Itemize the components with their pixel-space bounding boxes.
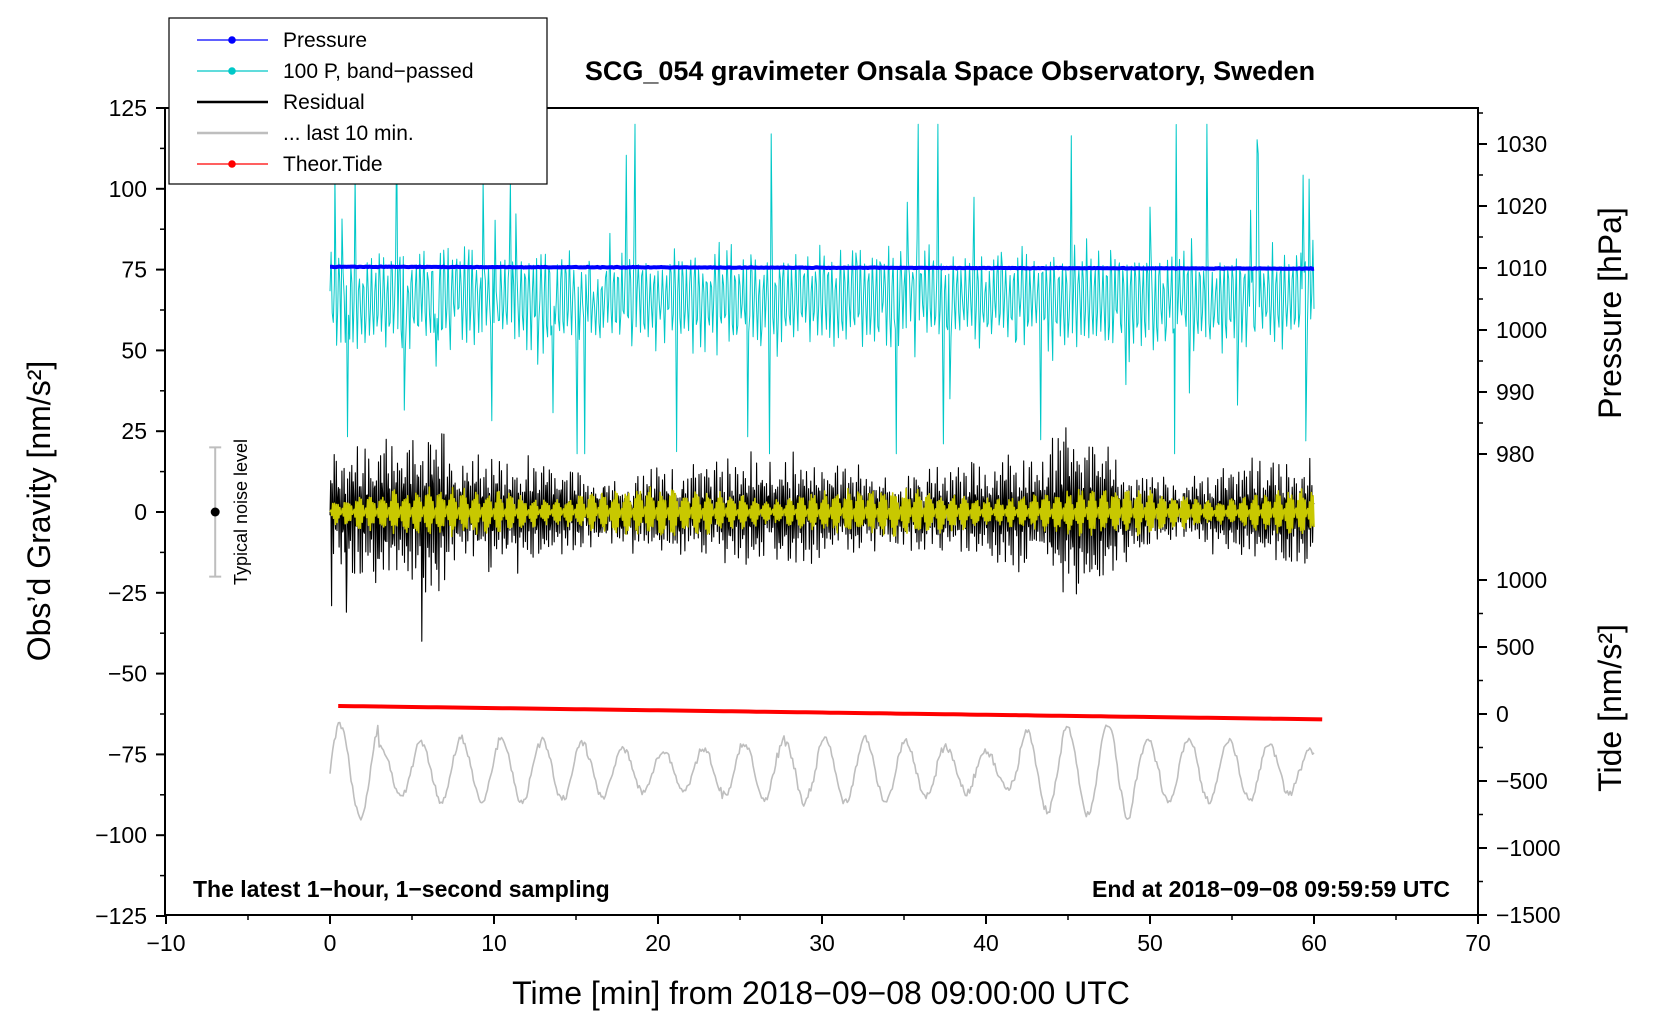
y-tick-label-left: 125: [109, 95, 147, 121]
pressure-tick-label: 980: [1496, 441, 1534, 467]
legend-entry: Residual: [197, 91, 365, 114]
noise-label: Typical noise level: [231, 439, 251, 585]
tide-tick-label: 0: [1496, 701, 1509, 727]
legend-entry: 100 P, band−passed: [197, 60, 474, 83]
x-tick-label: 60: [1301, 930, 1327, 956]
y-axis-label-tide: Tide [nm/s²]: [1592, 624, 1628, 792]
x-tick-label: −10: [146, 930, 185, 956]
legend-entry: Theor.Tide: [197, 153, 383, 176]
pressure-tick-label: 1030: [1496, 131, 1547, 157]
series-last-10-min: [329, 721, 1315, 821]
legend-label: ... last 10 min.: [283, 122, 414, 145]
series-residual-band: [329, 486, 1315, 538]
y-tick-label-left: 75: [121, 257, 147, 283]
pressure-tick-label: 1020: [1496, 193, 1547, 219]
y-tick-label-left: −50: [108, 661, 147, 687]
x-axis-label: Time [min] from 2018−09−08 09:00:00 UTC: [512, 975, 1130, 1011]
x-tick-label: 0: [324, 930, 337, 956]
noise-indicator: Typical noise level: [209, 439, 251, 585]
x-tick-label: 10: [481, 930, 507, 956]
legend-label: Residual: [283, 91, 365, 114]
annotation-sampling: The latest 1−hour, 1−second sampling: [193, 876, 610, 902]
y-tick-label-left: 0: [134, 499, 147, 525]
series-layer: [329, 123, 1323, 821]
tide-tick-label: −1500: [1496, 902, 1561, 928]
legend-entry: ... last 10 min.: [197, 122, 414, 145]
noise-center-dot: [210, 507, 220, 517]
legend-swatch-marker: [228, 160, 236, 168]
legend-label: Theor.Tide: [283, 153, 383, 176]
legend-label: Pressure: [283, 29, 367, 52]
x-tick-label: 40: [973, 930, 999, 956]
series-bandpassed-pressure: [329, 123, 1315, 455]
y-tick-label-left: 25: [121, 418, 147, 444]
x-tick-label: 30: [809, 930, 835, 956]
tide-tick-label: −1000: [1496, 835, 1561, 861]
y-axis-label-pressure: Pressure [hPa]: [1592, 207, 1628, 419]
axis-ticks: −10 0 10 20 30 40 50 60 701251007550250−25−50−75…: [95, 95, 1560, 956]
x-tick-label: 70: [1465, 930, 1491, 956]
y-tick-label-left: −25: [108, 580, 147, 606]
x-tick-label: 20: [645, 930, 671, 956]
y-tick-label-left: 100: [109, 176, 147, 202]
pressure-tick-label: 1010: [1496, 255, 1547, 281]
tide-tick-label: −500: [1496, 768, 1548, 794]
pressure-tick-label: 1000: [1496, 317, 1547, 343]
legend-swatch-marker: [228, 36, 236, 44]
y-axis-label-left: Obs’d Gravity [nm/s²]: [21, 361, 57, 662]
annotation-end-time: End at 2018−09−08 09:59:59 UTC: [1092, 876, 1450, 902]
tide-tick-label: 1000: [1496, 567, 1547, 593]
y-tick-label-left: −100: [95, 822, 147, 848]
series-theor-tide: [338, 704, 1323, 722]
y-tick-label-left: 50: [121, 337, 147, 363]
legend-entry: Pressure: [197, 29, 367, 52]
y-tick-label-left: −75: [108, 741, 147, 767]
legend-label: 100 P, band−passed: [283, 60, 474, 83]
tide-tick-label: 500: [1496, 634, 1534, 660]
y-tick-label-left: −125: [95, 903, 147, 929]
chart-title: SCG_054 gravimeter Onsala Space Observat…: [585, 56, 1315, 86]
series-pressure: [329, 264, 1315, 271]
x-tick-label: 50: [1137, 930, 1163, 956]
pressure-tick-label: 990: [1496, 379, 1534, 405]
legend-swatch-marker: [228, 67, 236, 75]
legend: Pressure 100 P, band−passed Residual ... la…: [168, 17, 548, 185]
